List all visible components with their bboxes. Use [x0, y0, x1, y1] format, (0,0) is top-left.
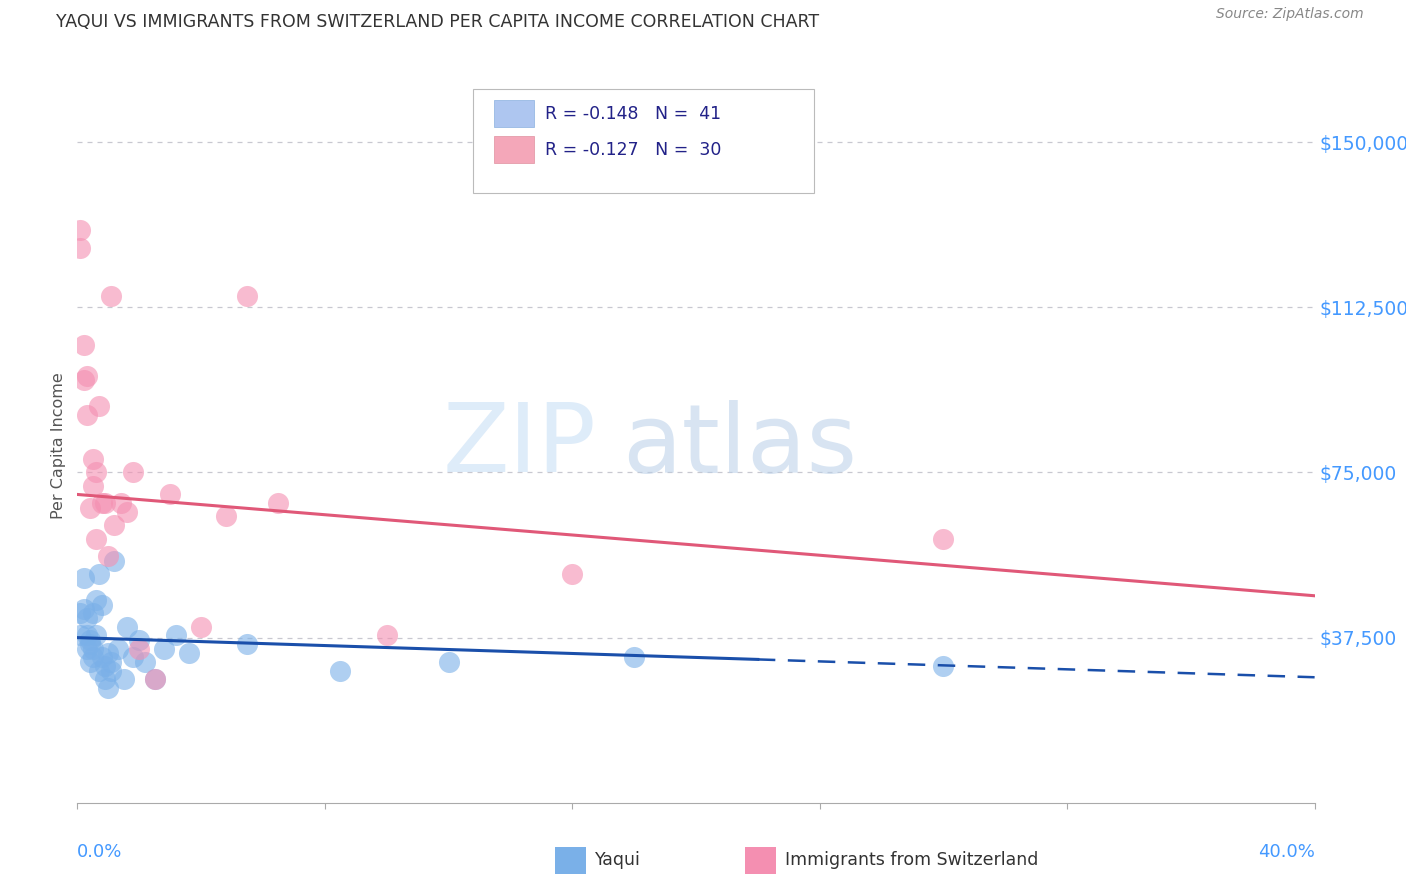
Point	[159, 487, 181, 501]
Point	[72, 337, 94, 351]
Point	[91, 496, 114, 510]
Point	[134, 655, 156, 669]
Point	[267, 496, 290, 510]
FancyBboxPatch shape	[495, 136, 534, 162]
Point	[76, 611, 98, 625]
Point	[153, 641, 176, 656]
Point	[94, 496, 117, 510]
Point	[932, 532, 955, 546]
Point	[437, 655, 460, 669]
Point	[82, 650, 104, 665]
Point	[87, 566, 110, 581]
Point	[561, 566, 583, 581]
Point	[97, 681, 120, 696]
Point	[94, 659, 117, 673]
Text: Source: ZipAtlas.com: Source: ZipAtlas.com	[1216, 7, 1364, 21]
Point	[115, 619, 138, 633]
Point	[94, 673, 117, 687]
Point	[623, 650, 645, 665]
Point	[69, 628, 91, 642]
Point	[72, 571, 94, 585]
Point	[72, 602, 94, 616]
Text: YAQUI VS IMMIGRANTS FROM SWITZERLAND PER CAPITA INCOME CORRELATION CHART: YAQUI VS IMMIGRANTS FROM SWITZERLAND PER…	[56, 13, 820, 31]
Point	[79, 655, 101, 669]
Point	[76, 628, 98, 642]
Point	[84, 466, 107, 480]
Point	[143, 673, 166, 687]
Point	[97, 646, 120, 660]
Point	[69, 223, 91, 237]
Point	[100, 289, 122, 303]
Point	[128, 641, 150, 656]
Point	[100, 664, 122, 678]
Point	[91, 650, 114, 665]
Point	[190, 619, 212, 633]
Point	[87, 664, 110, 678]
Point	[84, 532, 107, 546]
Text: ZIP: ZIP	[443, 400, 598, 492]
Point	[82, 478, 104, 492]
Point	[72, 373, 94, 387]
Point	[236, 289, 259, 303]
Point	[97, 549, 120, 563]
FancyBboxPatch shape	[495, 100, 534, 127]
Point	[76, 641, 98, 656]
Point	[329, 664, 352, 678]
Point	[110, 496, 132, 510]
Point	[82, 641, 104, 656]
Point	[375, 628, 398, 642]
Y-axis label: Per Capita Income: Per Capita Income	[51, 373, 66, 519]
Point	[100, 655, 122, 669]
Point	[103, 518, 125, 533]
Point	[112, 673, 135, 687]
Point	[932, 659, 955, 673]
Point	[165, 628, 187, 642]
Point	[215, 509, 238, 524]
Point	[177, 646, 200, 660]
Point	[79, 637, 101, 651]
Text: 40.0%: 40.0%	[1258, 843, 1315, 861]
Text: atlas: atlas	[621, 400, 856, 492]
Point	[103, 553, 125, 567]
Point	[79, 500, 101, 515]
Point	[87, 400, 110, 414]
FancyBboxPatch shape	[474, 89, 814, 193]
Point	[122, 466, 145, 480]
Point	[143, 673, 166, 687]
Point	[107, 641, 129, 656]
Point	[76, 368, 98, 383]
Text: R = -0.148   N =  41: R = -0.148 N = 41	[546, 105, 721, 123]
Point	[91, 598, 114, 612]
Point	[84, 628, 107, 642]
Point	[82, 607, 104, 621]
Text: Yaqui: Yaqui	[595, 851, 641, 869]
Point	[128, 632, 150, 647]
Point	[84, 593, 107, 607]
Text: Immigrants from Switzerland: Immigrants from Switzerland	[785, 851, 1038, 869]
Point	[76, 408, 98, 422]
Point	[69, 607, 91, 621]
Text: R = -0.127   N =  30: R = -0.127 N = 30	[546, 141, 721, 159]
Point	[79, 632, 101, 647]
Text: 0.0%: 0.0%	[77, 843, 122, 861]
Point	[236, 637, 259, 651]
Point	[122, 650, 145, 665]
Point	[115, 505, 138, 519]
Point	[82, 452, 104, 467]
Point	[69, 241, 91, 255]
